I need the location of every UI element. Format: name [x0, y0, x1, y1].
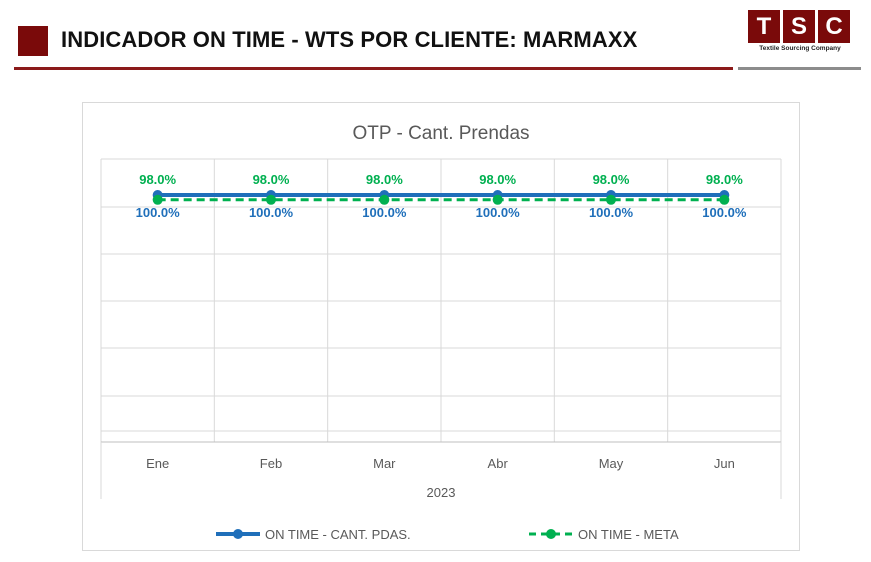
series-1-data-label: 98.0%	[593, 172, 630, 187]
tsc-logo: T S C Textile Sourcing Company	[748, 10, 852, 52]
legend-label-1: ON TIME - META	[578, 527, 679, 542]
series-1-point	[266, 194, 276, 205]
series-1-data-label: 98.0%	[366, 172, 403, 187]
legend-marker-0	[233, 529, 243, 539]
series-1-point	[152, 194, 163, 205]
series-0-data-label: 100.0%	[136, 205, 181, 220]
title-marker	[18, 26, 48, 56]
x-tick-label: Feb	[260, 456, 282, 471]
logo-letter-s: S	[783, 10, 815, 43]
series-1-point	[379, 194, 390, 205]
series-1-point	[492, 194, 503, 205]
series-1-data-label: 98.0%	[479, 172, 516, 187]
series-0-data-label: 100.0%	[476, 205, 521, 220]
logo-subtitle: Textile Sourcing Company	[759, 45, 841, 52]
logo-letter-t: T	[748, 10, 780, 43]
series-0-data-label: 100.0%	[702, 205, 747, 220]
chart-container: OTP - Cant. Prendas Ene Feb Mar Abr May Jun 202…	[82, 102, 800, 551]
x-group-label: 2023	[427, 485, 456, 500]
x-tick-label: May	[599, 456, 624, 471]
otp-chart: OTP - Cant. Prendas Ene Feb Mar Abr May Jun 202…	[100, 123, 782, 542]
page-title: INDICADOR ON TIME - WTS POR CLIENTE: MAR…	[61, 27, 638, 52]
series-1-point	[719, 194, 730, 205]
chart-title: OTP - Cant. Prendas	[352, 123, 529, 144]
header-rule-gray	[738, 67, 861, 70]
x-tick-label: Abr	[488, 456, 509, 471]
series-1-data-label: 98.0%	[139, 172, 176, 187]
series-0-data-label: 100.0%	[249, 205, 294, 220]
header-rule-red	[14, 67, 733, 70]
series-1-data-label: 98.0%	[706, 172, 743, 187]
series-0-data-label: 100.0%	[362, 205, 407, 220]
series-1-point	[606, 194, 616, 205]
x-tick-label: Jun	[714, 456, 735, 471]
legend-marker-1	[546, 529, 556, 539]
logo-letter-c: C	[818, 10, 850, 43]
x-tick-label: Ene	[146, 456, 169, 471]
series-1-data-label: 98.0%	[253, 172, 290, 187]
x-tick-label: Mar	[373, 456, 396, 471]
legend-label-0: ON TIME - CANT. PDAS.	[265, 527, 411, 542]
series-0-data-label: 100.0%	[589, 205, 634, 220]
